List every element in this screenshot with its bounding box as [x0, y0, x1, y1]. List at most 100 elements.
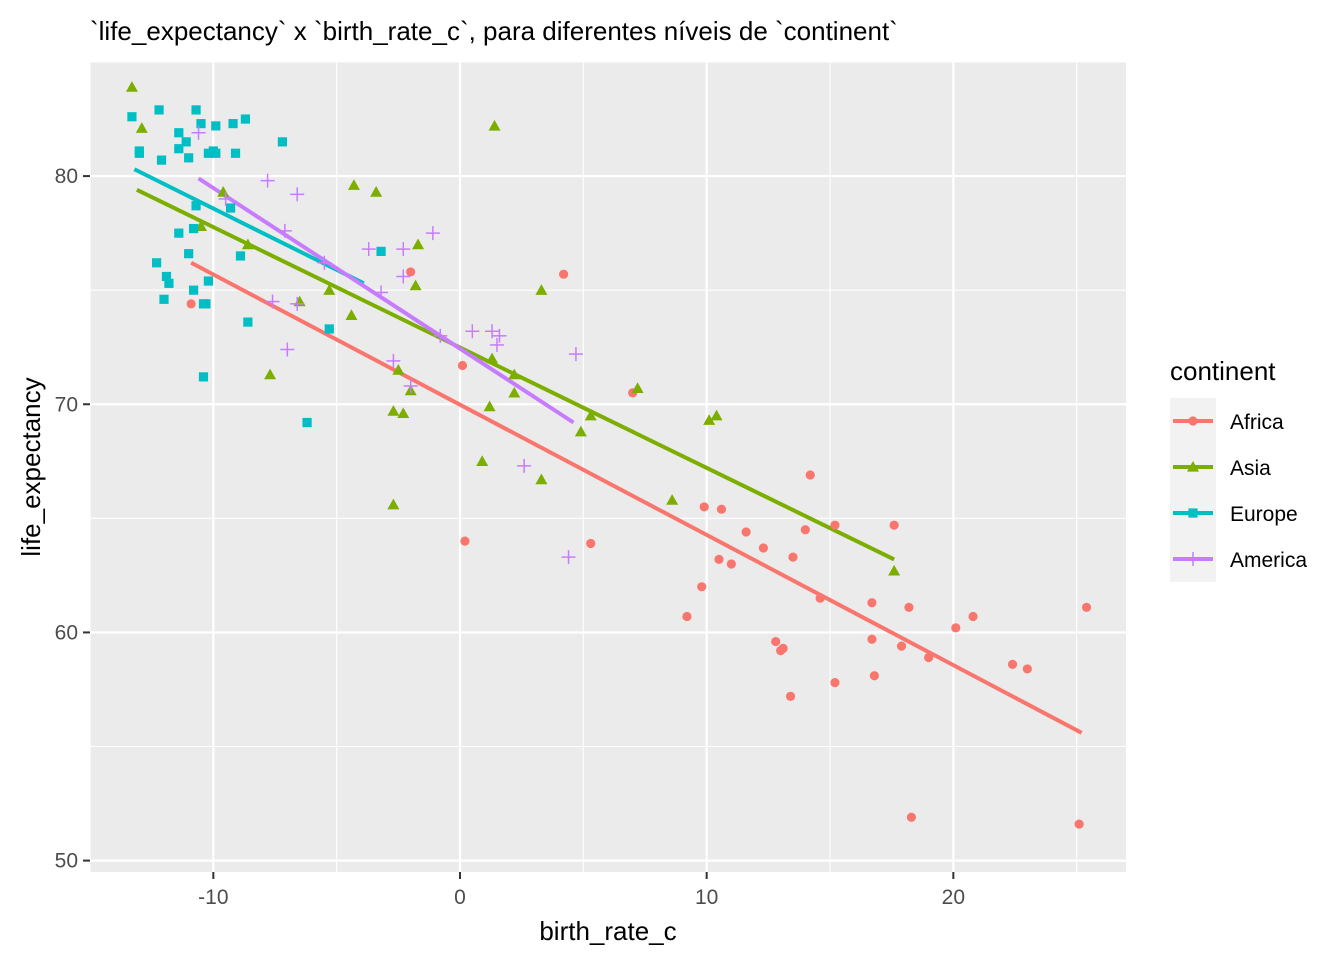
data-point-europe [134, 148, 144, 158]
data-point-america [191, 125, 206, 140]
data-point-europe [184, 153, 194, 163]
x-tick-label: 0 [454, 886, 466, 909]
data-point-asia [135, 122, 148, 133]
data-point-africa [697, 582, 707, 592]
data-point-asia [264, 368, 277, 380]
data-point-america [517, 458, 532, 473]
data-point-asia [347, 179, 360, 190]
data-point-asia [584, 409, 597, 421]
data-point-asia [241, 238, 254, 250]
data-point-europe [161, 271, 172, 282]
data-point-africa [968, 611, 978, 622]
data-point-africa [830, 520, 840, 530]
trend-line-america [197, 176, 575, 425]
data-point-america [386, 353, 401, 368]
legend-item-america: America [1170, 536, 1307, 582]
data-point-asia [397, 407, 410, 419]
data-point-asia [508, 368, 521, 380]
data-point-africa [776, 646, 786, 656]
data-point-asia [387, 498, 400, 510]
data-point-europe [201, 299, 211, 309]
data-point-america [433, 328, 448, 343]
data-point-europe [243, 317, 253, 327]
trend-line-africa [190, 261, 1083, 735]
data-point-asia [535, 284, 548, 295]
trend-lines [133, 167, 1083, 735]
data-point-america [218, 191, 233, 206]
data-point-asia [888, 564, 901, 576]
data-point-europe [189, 223, 199, 234]
data-point-europe [324, 324, 334, 334]
data-point-europe [191, 201, 201, 211]
legend-label-europe: Europe [1230, 503, 1298, 526]
data-point-europe [181, 137, 191, 147]
y-tick-label: 60 [55, 621, 78, 644]
data-point-europe [277, 137, 287, 147]
data-point-america [403, 379, 418, 393]
data-point-asia [574, 425, 587, 437]
data-point-africa [805, 470, 815, 480]
data-point-europe [164, 278, 174, 288]
data-point-europe [226, 203, 236, 213]
legend-key-marker [1187, 461, 1199, 472]
data-point-europe [203, 148, 213, 158]
data-point-africa [682, 611, 692, 622]
legend-label-asia: Asia [1230, 457, 1271, 480]
data-point-africa [714, 554, 724, 565]
data-point-africa [1081, 602, 1092, 612]
data-point-europe [203, 276, 213, 286]
data-point-america [485, 324, 500, 339]
data-point-europe [156, 155, 167, 165]
data-point-asia [535, 473, 548, 485]
data-point-africa [951, 623, 961, 633]
data-point-america [290, 296, 305, 311]
data-point-america [290, 187, 305, 202]
data-point-america [561, 550, 576, 565]
data-point-america [277, 223, 292, 238]
data-point-america [492, 328, 507, 343]
y-tick-label: 70 [55, 393, 78, 416]
data-point-asia [483, 400, 496, 412]
data-point-europe [152, 258, 162, 268]
data-point-america [465, 324, 480, 339]
data-point-asia [488, 119, 501, 131]
legend-item-europe: Europe [1170, 490, 1298, 536]
data-point-africa [785, 691, 796, 701]
data-point-africa [788, 552, 798, 562]
data-point-europe [174, 228, 184, 238]
data-point-america [260, 173, 275, 188]
data-point-asia [345, 309, 358, 320]
data-point-asia [370, 186, 383, 197]
data-point-africa [559, 269, 569, 279]
x-tick-label: 10 [695, 886, 718, 909]
chart-title: `life_expectancy` x `birth_rate_c`, para… [90, 16, 898, 46]
data-point-africa [1007, 659, 1018, 669]
trend-line-europe [133, 167, 365, 286]
legend-title: continent [1170, 356, 1276, 386]
data-point-europe [189, 285, 199, 295]
data-point-africa [867, 634, 877, 644]
data-point-africa [771, 636, 781, 647]
data-point-europe [198, 372, 209, 382]
data-point-africa [586, 538, 596, 549]
x-tick-label: 20 [942, 886, 965, 909]
data-point-asia [703, 414, 716, 425]
y-axis: 50 60 70 80 [55, 165, 90, 873]
data-point-america [374, 285, 389, 300]
data-point-europe [191, 105, 201, 115]
data-point-europe [235, 251, 246, 261]
data-point-africa [906, 812, 917, 822]
data-point-europe [196, 119, 206, 129]
data-point-europe [302, 417, 312, 428]
data-point-america [396, 269, 411, 284]
data-point-africa [800, 525, 810, 535]
data-point-europe [174, 144, 184, 154]
data-point-africa [924, 652, 934, 663]
y-tick-label: 50 [55, 850, 78, 873]
data-point-africa [758, 543, 769, 553]
x-tick-label: -10 [198, 886, 228, 909]
data-point-america [425, 226, 440, 241]
data-point-asia [508, 386, 521, 398]
